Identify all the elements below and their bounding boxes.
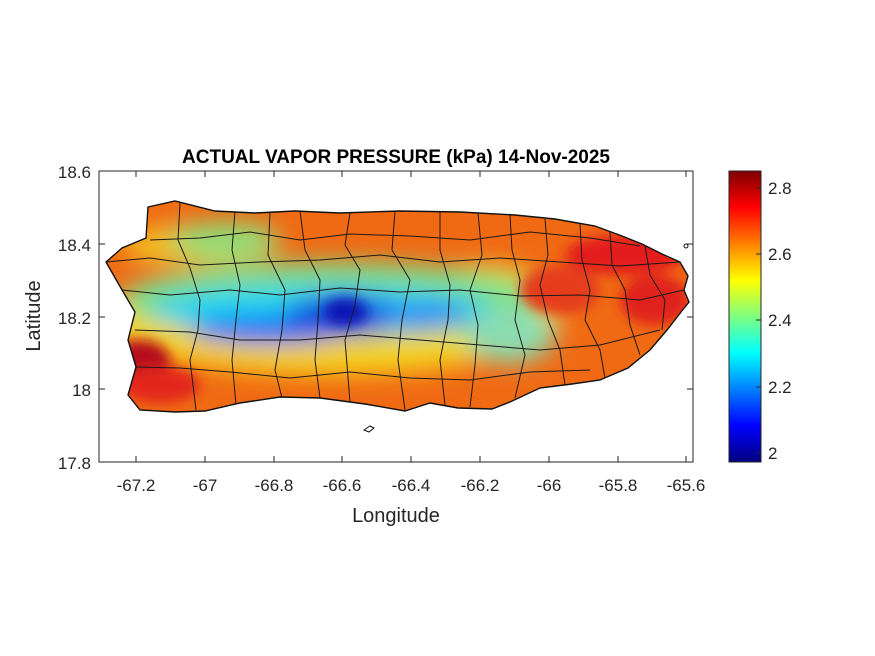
- colorbar-tick-label: 2.2: [768, 378, 792, 397]
- colorbar: [728, 170, 762, 463]
- chart-title: ACTUAL VAPOR PRESSURE (kPa) 14-Nov-2025: [182, 147, 610, 168]
- y-tick-label: 18.6: [58, 163, 91, 182]
- x-tick-label: -66.4: [392, 476, 431, 495]
- colorbar-tick-label: 2.6: [768, 245, 792, 264]
- municipal-boundaries: [106, 202, 685, 411]
- colorbar-ticks: [756, 187, 761, 454]
- x-tick-label: -66.2: [461, 476, 500, 495]
- y-axis-label: Latitude: [23, 280, 45, 351]
- islet: [683, 243, 689, 249]
- x-tick-label: -67.2: [117, 476, 156, 495]
- y-ticks: [99, 243, 693, 390]
- x-tick-label: -65.6: [667, 476, 706, 495]
- y-tick-label: 18.4: [58, 236, 91, 255]
- colorbar-tick-label: 2: [768, 444, 777, 463]
- y-tick-label: 18: [72, 381, 91, 400]
- x-tick-label: -66.6: [323, 476, 362, 495]
- colorbar-tick-label: 2.8: [768, 179, 792, 198]
- x-ticks: [135, 171, 687, 462]
- vapor-pressure-field: [106, 201, 689, 412]
- x-tick-label: -66.8: [255, 476, 294, 495]
- coastline: [105, 200, 690, 413]
- x-tick-label: -67: [193, 476, 218, 495]
- x-tick-label: -66: [537, 476, 562, 495]
- colorbar-tick-label: 2.4: [768, 311, 792, 330]
- y-tick-label: 17.8: [58, 454, 91, 473]
- islet: [362, 425, 375, 433]
- x-axis-label: Longitude: [352, 505, 440, 527]
- x-tick-label: -65.8: [599, 476, 638, 495]
- y-tick-label: 18.2: [58, 309, 91, 328]
